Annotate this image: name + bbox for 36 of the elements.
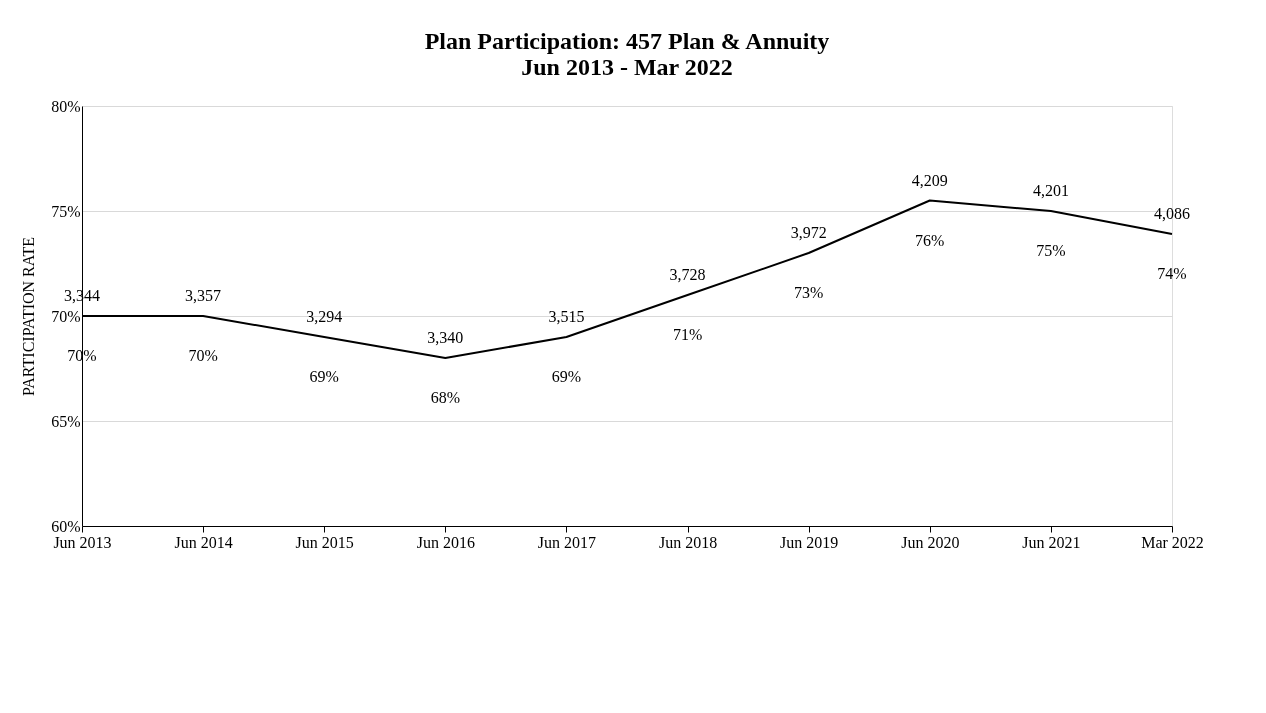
x-tick-label: Jun 2013 (53, 533, 112, 551)
y-tick-label: 65% (51, 412, 81, 430)
y-axis-title: PARTICIPATION RATE (20, 236, 38, 397)
x-tick-label: Mar 2022 (1141, 533, 1204, 551)
text: Jun 2013 - Mar 2022 (521, 54, 733, 80)
y-tick-label: 75% (51, 202, 81, 220)
annotation: 3,515 (548, 308, 585, 325)
annotation: 3,294 (306, 308, 343, 325)
data-label: 74% (1157, 265, 1187, 283)
data-label: 69% (309, 368, 339, 385)
x-tick-label: Jun 2015 (295, 533, 354, 551)
data-label: 73% (794, 284, 824, 301)
x-tick-label: Jun 2018 (658, 533, 718, 551)
data-label: 75% (1036, 242, 1066, 259)
annotation: 3,972 (790, 224, 827, 241)
data-label: 70% (188, 347, 218, 364)
x-tick-label: Jun 2019 (780, 533, 839, 551)
y-tick-label: 70% (51, 307, 81, 325)
annotation: 3,728 (669, 266, 706, 283)
y-tick-label: 80% (51, 97, 81, 115)
text: Plan Participation: 457 Plan & Annuity (424, 28, 830, 54)
data-label: 71% (672, 326, 703, 343)
annotation: 3,357 (185, 287, 222, 304)
annotation: 4,209 (911, 171, 948, 189)
x-tick-label: Jun 2020 (901, 533, 960, 551)
x-tick-label: Jun 2021 (1022, 533, 1081, 551)
annotation: 3,340 (427, 329, 464, 346)
data-label: 68% (430, 389, 460, 406)
annotation: 4,201 (1032, 182, 1069, 199)
x-tick-label: Jun 2014 (174, 533, 233, 551)
x-tick-label: Jun 2016 (416, 533, 475, 551)
data-label: 69% (551, 368, 582, 385)
annotation: 4,086 (1154, 205, 1190, 223)
y-tick-label: 60% (51, 517, 81, 535)
data-label: 76% (915, 231, 945, 249)
x-tick-label: Jun 2017 (537, 533, 597, 551)
